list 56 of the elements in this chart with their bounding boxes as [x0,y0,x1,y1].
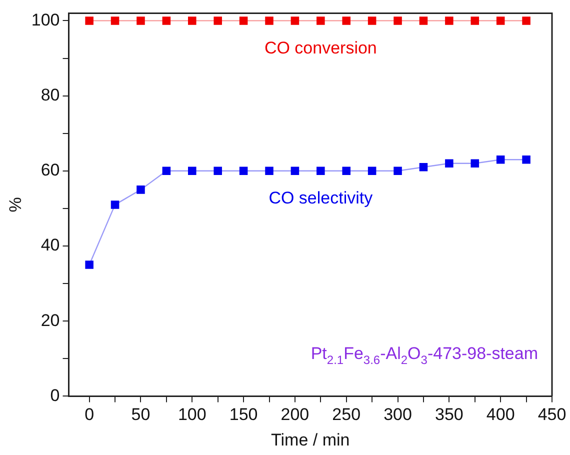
point [162,16,171,25]
point [85,260,94,269]
point [342,166,351,176]
point [239,166,248,176]
point [470,159,480,168]
series-label: CO conversion [264,38,377,58]
point [85,16,94,25]
x-tick-label: 200 [280,405,310,424]
y-tick-label: 20 [40,310,60,330]
point [316,16,325,25]
point [342,16,351,25]
point [522,16,530,25]
x-tick-label: 50 [131,405,150,424]
point [136,16,145,25]
point [368,166,376,176]
point [470,16,480,25]
y-tick-label: 0 [50,386,60,405]
y-tick-label: 60 [40,160,60,180]
x-tick-label: 100 [178,405,206,424]
point [368,16,376,25]
point [265,16,274,25]
point [522,156,530,164]
y-tick-label: 80 [40,85,60,104]
x-tick-label: 250 [332,405,361,424]
point [136,186,145,194]
point [239,16,248,25]
series-label: CO selectivity [268,188,374,208]
point [290,166,300,176]
y-axis-title: % [6,197,25,212]
point [290,16,300,25]
x-tick-label: 300 [384,405,412,424]
point [419,163,428,172]
point [265,166,274,176]
point [162,166,171,176]
point [496,156,505,164]
x-tick-label: 450 [538,405,566,424]
point [188,166,196,176]
point [188,16,196,25]
y-tick-label: 40 [40,236,60,255]
point [496,16,505,25]
x-axis-title: Time / min [271,430,350,450]
point [214,166,222,176]
x-tick-label: 350 [434,405,464,424]
point [110,16,120,25]
point [419,16,428,25]
point [214,16,222,25]
point [445,159,454,168]
x-tick-label: 150 [229,405,258,424]
point [445,16,454,25]
point [110,200,120,209]
point [394,16,402,25]
point [316,166,325,176]
y-tick-label: 100 [31,10,60,30]
x-tick-label: 400 [486,405,515,424]
x-tick-label: 0 [84,405,94,424]
point [394,166,402,176]
